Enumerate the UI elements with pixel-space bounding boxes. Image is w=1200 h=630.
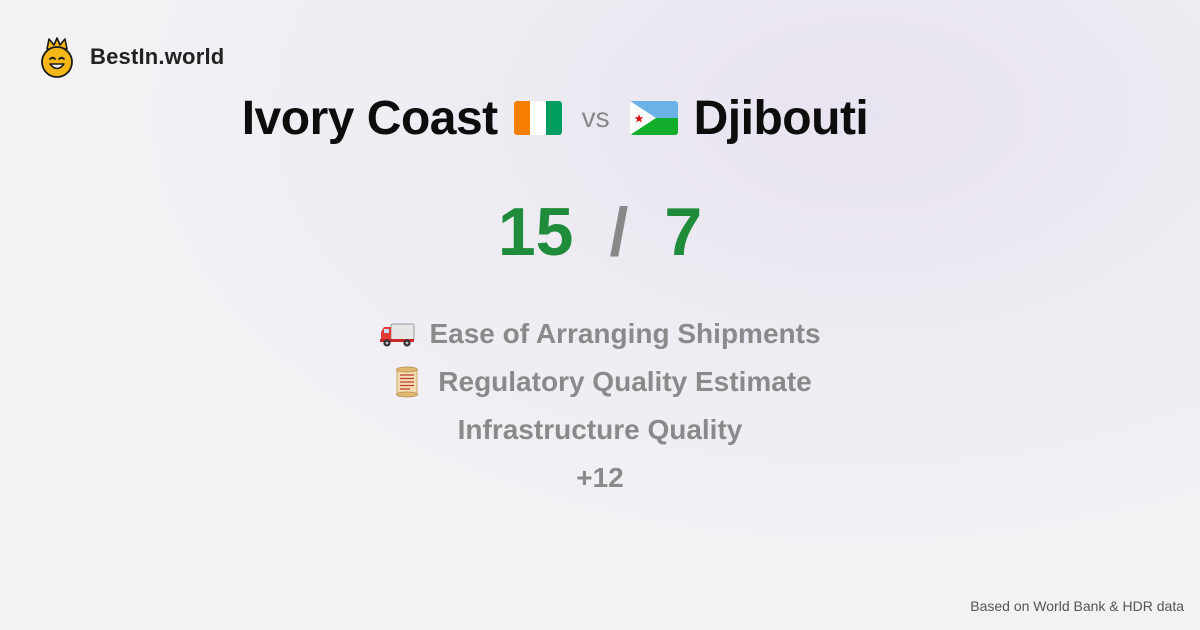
djibouti-flag-icon [629,101,678,135]
scroll-icon [396,366,419,398]
metric-item: Ease of Arranging Shipments [0,310,1200,358]
metric-item: Regulatory Quality Estimate [0,358,1200,406]
data-source-note: Based on World Bank & HDR data [970,598,1184,614]
metric-item: Infrastructure Quality [0,406,1200,454]
metrics-list: Ease of Arranging Shipments Regulatory Q… [0,310,1200,502]
brand-name: BestIn.world [90,44,225,69]
right-score: 7 [664,194,703,270]
brand: BestIn.world [38,36,224,78]
delivery-truck-icon [380,323,415,347]
vs-label: vs [581,102,610,133]
score: 15 / 7 [0,192,1200,272]
metric-label: Regulatory Quality Estimate [438,366,812,397]
left-score: 15 [497,194,574,270]
more-metrics-count: +12 [576,462,624,493]
metric-label: Ease of Arranging Shipments [429,318,821,349]
crowned-smiley-icon [41,37,73,78]
ivory-coast-flag-icon [513,101,562,135]
right-country-name: Djibouti [693,91,869,145]
left-country-name: Ivory Coast [241,91,498,145]
score-separator: / [609,194,629,270]
metric-label: Infrastructure Quality [457,414,743,445]
comparison-title: Ivory Coast vs Djibouti [0,88,1110,148]
